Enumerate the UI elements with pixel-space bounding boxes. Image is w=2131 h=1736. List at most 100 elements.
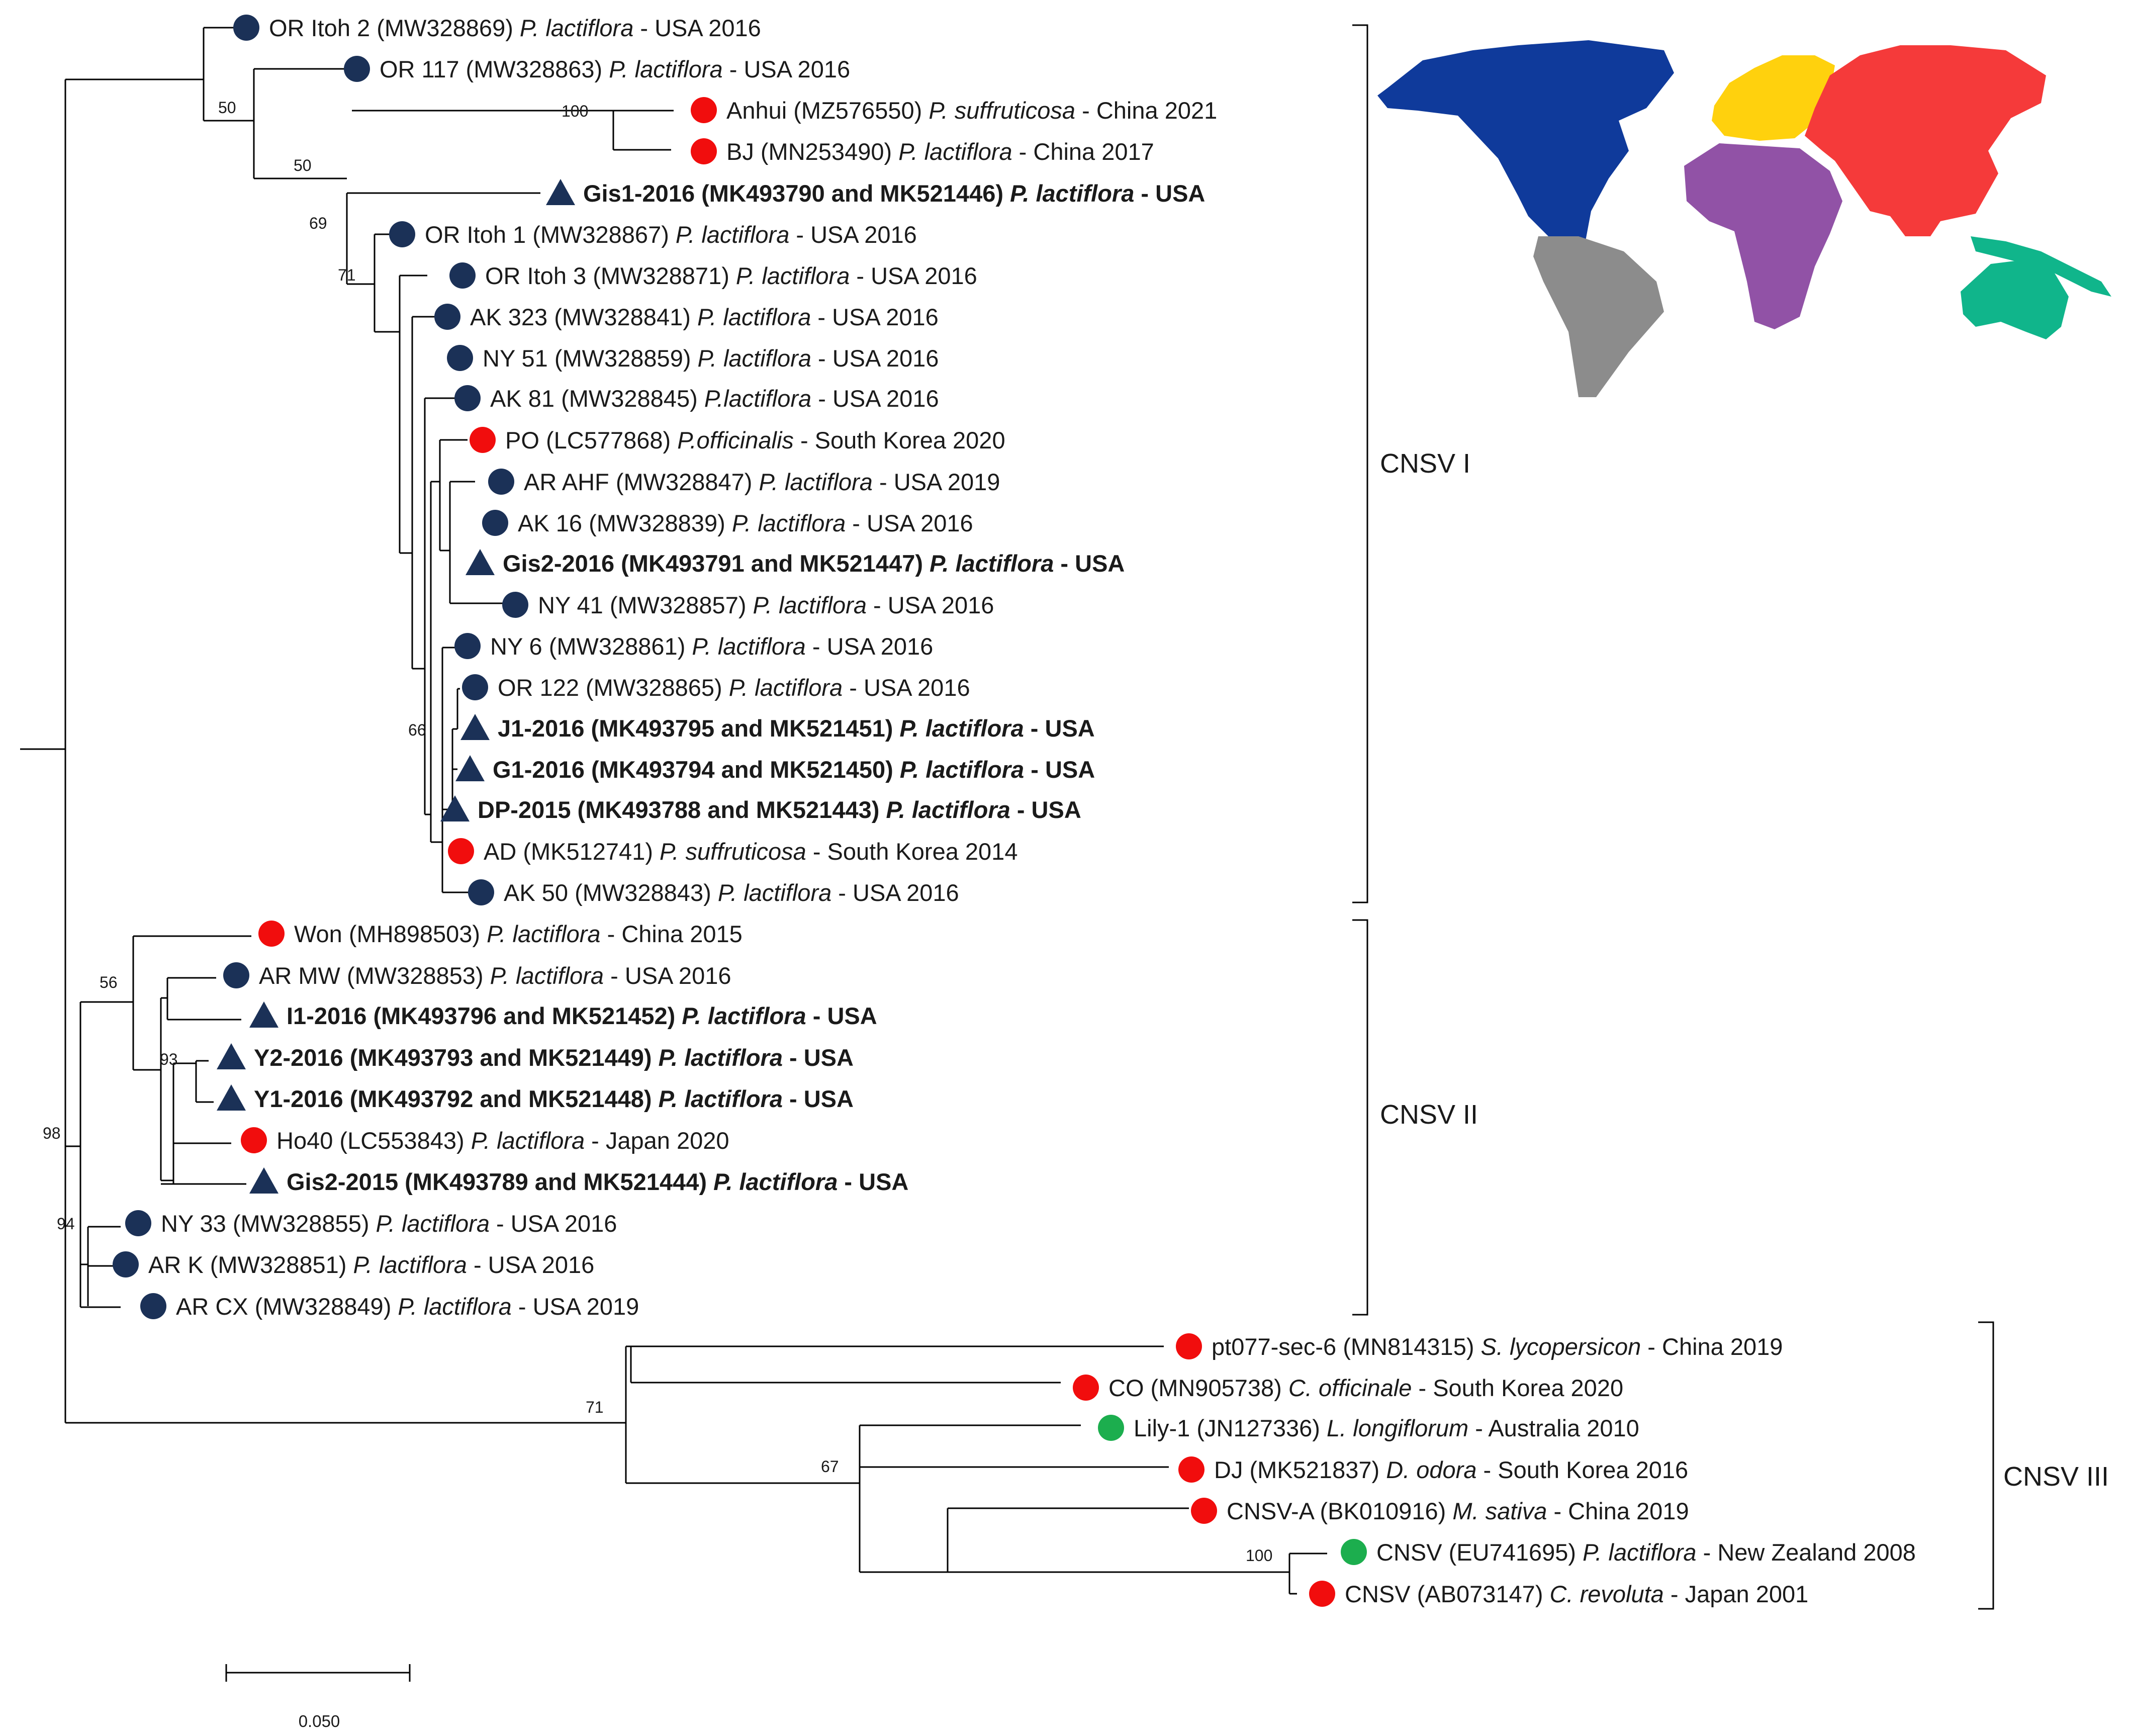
- taxon-label: CO (MN905738) C. officinale - South Kore…: [1108, 1375, 1623, 1401]
- circle-marker-icon: [488, 469, 514, 495]
- map-oceania: [1961, 259, 2069, 339]
- map-north-america: [1377, 40, 1674, 254]
- tree-branches: [20, 27, 1327, 1595]
- origin-year: - USA 2016: [811, 385, 939, 412]
- host-species: P. lactiflora: [886, 796, 1010, 823]
- taxon-label: CNSV (AB073147) C. revoluta - Japan 2001: [1345, 1581, 1808, 1607]
- world-map: [1377, 40, 2111, 397]
- map-africa: [1684, 143, 1842, 329]
- host-species: P. lactiflora: [698, 345, 811, 372]
- scale-bar-label: 0.050: [299, 1712, 340, 1730]
- taxon-name: Lily-1 (JN127336): [1134, 1415, 1327, 1441]
- host-species: P. lactiflora: [471, 1127, 585, 1154]
- origin-year: - USA: [1024, 756, 1095, 783]
- taxon-label: OR 122 (MW328865) P. lactiflora - USA 20…: [498, 674, 970, 701]
- taxon-label: NY 41 (MW328857) P. lactiflora - USA 201…: [538, 592, 994, 618]
- host-species: P. lactiflora: [899, 715, 1024, 742]
- taxon-name: DP-2015 (MK493788 and MK521443): [478, 796, 886, 823]
- map-asia: [1805, 45, 2046, 236]
- host-species: P. lactiflora: [1010, 180, 1134, 207]
- circle-marker-icon: [241, 1127, 267, 1153]
- taxon-label: Y1-2016 (MK493792 and MK521448) P. lacti…: [254, 1085, 854, 1112]
- host-species: S. lycopersicon: [1481, 1333, 1641, 1360]
- origin-year: - South Korea 2014: [806, 838, 1018, 865]
- origin-year: - China 2019: [1547, 1498, 1689, 1524]
- taxon-label: PO (LC577868) P.officinalis - South Kore…: [505, 427, 1005, 453]
- taxon-name: NY 6 (MW328861): [490, 633, 692, 660]
- taxon-label: AD (MK512741) P. suffruticosa - South Ko…: [484, 838, 1017, 865]
- origin-year: - USA 2019: [512, 1293, 639, 1320]
- taxon-name: OR 122 (MW328865): [498, 674, 729, 701]
- taxon-label: DP-2015 (MK493788 and MK521443) P. lacti…: [478, 796, 1081, 823]
- host-species: L. longiflorum: [1327, 1415, 1468, 1441]
- taxon-name: AR AHF (MW328847): [524, 469, 759, 495]
- taxon-name: CNSV-A (BK010916): [1227, 1498, 1452, 1524]
- origin-year: - USA: [1010, 796, 1081, 823]
- circle-marker-icon: [502, 592, 528, 618]
- taxon-name: CNSV (EU741695): [1376, 1539, 1583, 1566]
- clade-label-cnsv-iii: CNSV III: [2003, 1461, 2109, 1492]
- taxon-name: NY 33 (MW328855): [161, 1210, 376, 1237]
- circle-marker-icon: [1073, 1375, 1099, 1401]
- origin-year: - USA 2016: [843, 674, 970, 701]
- taxon-name: AR K (MW328851): [148, 1251, 353, 1278]
- host-species: P. lactiflora: [487, 921, 600, 947]
- host-species: P. lactiflora: [900, 756, 1024, 783]
- origin-year: - South Korea 2020: [1412, 1375, 1623, 1401]
- circle-marker-icon: [1176, 1333, 1202, 1359]
- triangle-marker-icon: [217, 1084, 246, 1111]
- taxon-label: Gis2-2015 (MK493789 and MK521444) P. lac…: [287, 1168, 908, 1195]
- clade-label-cnsv-i: CNSV I: [1380, 448, 1470, 479]
- bootstrap-value: 56: [100, 973, 118, 991]
- taxon-name: pt077-sec-6 (MN814315): [1212, 1333, 1481, 1360]
- taxon-name: Anhui (MZ576550): [726, 97, 929, 124]
- circle-marker-icon: [1309, 1581, 1335, 1607]
- origin-year: - USA 2016: [789, 221, 916, 248]
- origin-year: - USA 2016: [467, 1251, 594, 1278]
- taxon-name: G1-2016 (MK493794 and MK521450): [493, 756, 900, 783]
- taxon-label: I1-2016 (MK493796 and MK521452) P. lacti…: [287, 1002, 877, 1029]
- triangle-marker-icon: [440, 795, 470, 821]
- triangle-marker-icon: [466, 549, 495, 575]
- host-species: P. lactiflora: [736, 262, 850, 289]
- host-species: P. suffruticosa: [929, 97, 1075, 124]
- host-species: P. lactiflora: [659, 1044, 783, 1071]
- origin-year: - Japan 2001: [1664, 1581, 1808, 1607]
- origin-year: - China 2019: [1641, 1333, 1783, 1360]
- host-species: P. lactiflora: [609, 56, 722, 82]
- host-species: P.lactiflora: [704, 385, 811, 412]
- host-species: P. lactiflora: [676, 221, 789, 248]
- clade-brackets: [1352, 24, 1994, 1610]
- taxon-label: DJ (MK521837) D. odora - South Korea 201…: [1214, 1456, 1688, 1483]
- taxon-label: Ho40 (LC553843) P. lactiflora - Japan 20…: [276, 1127, 729, 1154]
- bootstrap-value: 66: [408, 721, 426, 739]
- host-species: C. revoluta: [1550, 1581, 1664, 1607]
- taxon-label: CNSV (EU741695) P. lactiflora - New Zeal…: [1376, 1539, 1916, 1566]
- taxon-name: DJ (MK521837): [1214, 1456, 1386, 1483]
- taxon-name: CNSV (AB073147): [1345, 1581, 1550, 1607]
- taxon-name: AK 323 (MW328841): [470, 304, 697, 330]
- taxon-name: Ho40 (LC553843): [276, 1127, 471, 1154]
- host-species: P. lactiflora: [898, 138, 1012, 165]
- bootstrap-value: 93: [160, 1050, 178, 1068]
- host-species: P. lactiflora: [398, 1293, 511, 1320]
- taxon-label: Gis2-2016 (MK493791 and MK521447) P. lac…: [503, 550, 1125, 577]
- host-species: P. lactiflora: [713, 1168, 838, 1195]
- origin-year: - USA 2016: [604, 962, 731, 989]
- origin-year: - USA: [783, 1085, 854, 1112]
- taxon-name: AK 81 (MW328845): [490, 385, 704, 412]
- triangle-marker-icon: [460, 714, 490, 740]
- taxon-label: OR Itoh 2 (MW328869) P. lactiflora - USA…: [269, 15, 761, 41]
- taxon-label: CNSV-A (BK010916) M. sativa - China 2019: [1227, 1498, 1689, 1524]
- origin-year: - USA 2019: [873, 469, 1000, 495]
- circle-marker-icon: [389, 221, 415, 247]
- taxon-label: G1-2016 (MK493794 and MK521450) P. lacti…: [493, 756, 1095, 783]
- circle-marker-icon: [1098, 1415, 1124, 1441]
- taxon-label: AK 81 (MW328845) P.lactiflora - USA 2016: [490, 385, 939, 412]
- origin-year: - USA 2016: [633, 15, 761, 41]
- circle-marker-icon: [1178, 1456, 1205, 1483]
- taxon-label: OR Itoh 3 (MW328871) P. lactiflora - USA…: [485, 262, 977, 289]
- origin-year: - USA 2016: [490, 1210, 617, 1237]
- host-species: P. lactiflora: [732, 510, 846, 536]
